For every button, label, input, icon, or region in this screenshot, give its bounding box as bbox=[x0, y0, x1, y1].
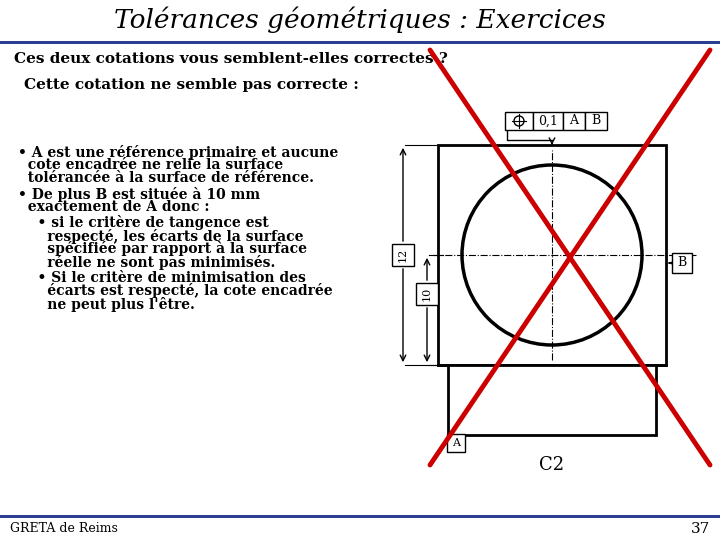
Text: A: A bbox=[452, 438, 460, 448]
Text: respecté, les écarts de la surface: respecté, les écarts de la surface bbox=[18, 228, 304, 244]
Text: 0,1: 0,1 bbox=[538, 114, 558, 127]
Text: 12: 12 bbox=[398, 248, 408, 262]
Text: réelle ne sont pas minimisés.: réelle ne sont pas minimisés. bbox=[18, 254, 275, 269]
Text: cote encadrée ne relie la surface: cote encadrée ne relie la surface bbox=[18, 158, 283, 172]
Bar bbox=[0, 41, 720, 44]
Text: B: B bbox=[678, 256, 687, 269]
Bar bbox=[416, 283, 438, 305]
Text: 10: 10 bbox=[422, 287, 432, 301]
Bar bbox=[438, 145, 666, 365]
Text: écarts est respecté, la cote encadrée: écarts est respecté, la cote encadrée bbox=[18, 284, 333, 299]
Bar bbox=[0, 515, 720, 518]
Text: • si le critère de tangence est: • si le critère de tangence est bbox=[18, 215, 269, 231]
Text: C2: C2 bbox=[539, 456, 564, 474]
Text: • Si le critère de minimisation des: • Si le critère de minimisation des bbox=[18, 271, 306, 285]
Text: Tolérances géométriques : Exercices: Tolérances géométriques : Exercices bbox=[114, 6, 606, 33]
Bar bbox=[533, 112, 563, 130]
Text: Ces deux cotations vous semblent-elles correctes ?: Ces deux cotations vous semblent-elles c… bbox=[14, 52, 448, 66]
Text: spécifiée par rapport à la surface: spécifiée par rapport à la surface bbox=[18, 241, 307, 256]
Bar bbox=[505, 112, 533, 130]
Bar bbox=[563, 112, 585, 130]
Text: 37: 37 bbox=[690, 522, 710, 536]
Text: Cette cotation ne semble pas correcte :: Cette cotation ne semble pas correcte : bbox=[24, 78, 359, 92]
Text: tolérancée à la surface de référence.: tolérancée à la surface de référence. bbox=[18, 171, 314, 185]
Text: exactement de A donc :: exactement de A donc : bbox=[18, 200, 210, 214]
Bar bbox=[448, 365, 656, 435]
Text: GRETA de Reims: GRETA de Reims bbox=[10, 523, 118, 536]
Text: ne peut plus l'être.: ne peut plus l'être. bbox=[18, 296, 195, 312]
Text: B: B bbox=[591, 114, 600, 127]
Text: • A est une référence primaire et aucune: • A est une référence primaire et aucune bbox=[18, 145, 338, 159]
Text: • De plus B est située à 10 mm: • De plus B est située à 10 mm bbox=[18, 186, 260, 201]
Bar bbox=[672, 253, 692, 273]
Text: A: A bbox=[570, 114, 578, 127]
Bar bbox=[585, 112, 607, 130]
Bar bbox=[447, 434, 465, 452]
Bar bbox=[392, 244, 414, 266]
